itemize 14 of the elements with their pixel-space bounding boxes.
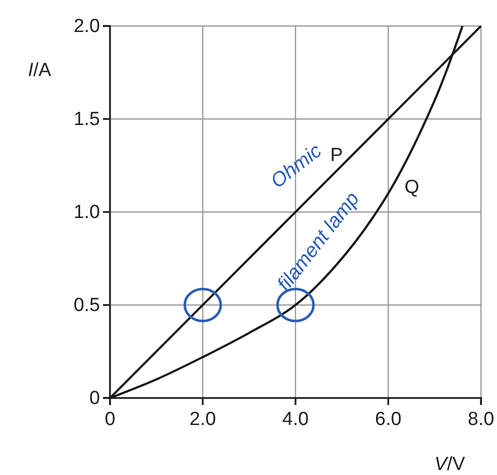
y-tick-label: 1.5 [74, 109, 100, 130]
x-tick-label: 0 [104, 409, 116, 430]
y-tick-label: 1.0 [74, 202, 100, 224]
y-axis-title: I/A [28, 60, 52, 81]
x-tick-label: 4.0 [282, 409, 309, 430]
y-tick-label: 0 [89, 388, 100, 410]
x-tick-label: 6.0 [375, 409, 402, 430]
x-tick-label: 2.0 [190, 409, 216, 430]
y-tick-label: 2.0 [74, 16, 100, 38]
series-label: P [330, 145, 343, 166]
x-axis-title: V/V [434, 454, 466, 475]
series-label: Q [404, 176, 420, 198]
x-tick-label: 8.0 [468, 409, 494, 430]
y-tick-label: 0.5 [74, 295, 100, 316]
